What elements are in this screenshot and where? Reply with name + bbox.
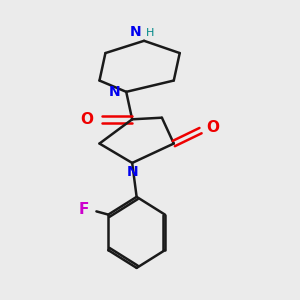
- Text: N: N: [109, 85, 121, 99]
- Text: O: O: [206, 120, 220, 135]
- Text: N: N: [130, 25, 141, 39]
- Text: O: O: [80, 112, 94, 127]
- Text: F: F: [79, 202, 89, 217]
- Text: H: H: [146, 28, 154, 38]
- Text: N: N: [126, 164, 138, 178]
